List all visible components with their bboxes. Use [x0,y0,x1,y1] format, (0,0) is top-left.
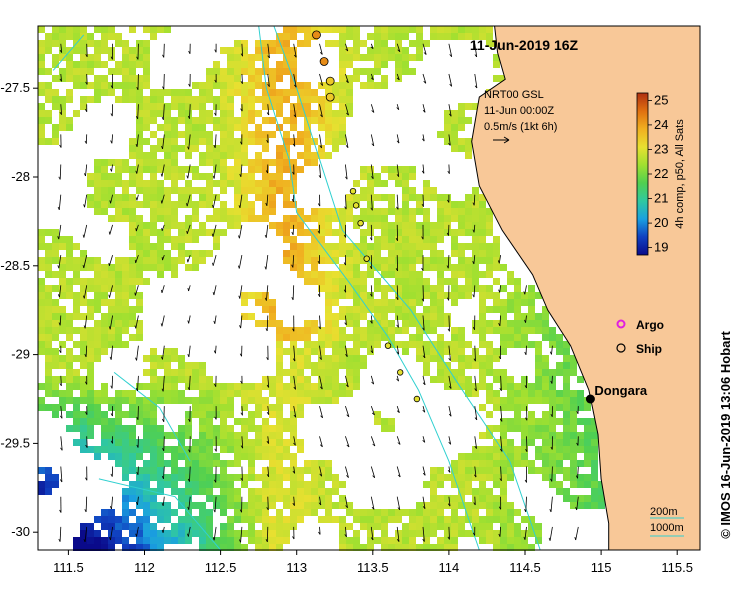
argo-marker-icon [616,319,626,329]
colorbar-ticks: 25 24 23 22 21 20 19 [648,92,668,255]
x-tick-label: 111.5 [53,560,84,575]
isobaths [52,25,541,551]
colorbar-tick-label: 23 [654,142,668,157]
isobath-200-label: 200m [650,506,678,518]
ship-observation-marker [325,92,335,102]
y-tick-label: -27.5 [0,80,30,95]
argo-legend: Argo [616,318,664,332]
x-tick-label: 113 [286,560,307,575]
ship-observation-marker [319,57,329,66]
x-tick-label: 114 [439,560,460,575]
y-tick-label: -29.5 [0,435,30,450]
ship-observation-marker [312,30,321,40]
ship-observation-marker [413,395,421,403]
ship-marker-icon [616,343,626,353]
ship-observation-marker [363,255,370,262]
x-tick-label: 113.5 [357,560,389,575]
map-title: 11-Jun-2019 16Z [470,37,579,53]
x-tick-label: 112 [134,560,155,575]
scale-arrow-icon [493,136,510,144]
colorbar-label: 4h comp, p50, All Sats [674,119,686,229]
current-scale: 0.5m/s (1kt 6h) [484,121,557,133]
place-label-dongara: Dongara [594,383,648,398]
colorbar-tick-label: 25 [654,92,668,107]
dongara-marker-icon [585,394,595,404]
y-tick-label: -28.5 [0,258,30,273]
ship-observation-marker [349,187,357,195]
colorbar [636,92,649,256]
argo-legend-label: Argo [636,318,664,332]
colorbar-tick-label: 24 [654,117,668,132]
isobath-1000-label: 1000m [650,522,684,534]
x-tick-label: 114.5 [509,560,541,575]
y-tick-label: -30 [11,524,30,539]
x-axis: 111.5 112 112.5 113 113.5 114 114.5 115 115.5 [53,550,693,575]
credit-text: © IMOS 16-Jun-2019 13:06 Hobart [718,331,733,539]
x-tick-label: 112.5 [205,560,237,575]
ship-legend: Ship [616,342,662,356]
colorbar-tick-label: 22 [654,166,668,181]
colorbar-tick-label: 19 [654,240,668,255]
ship-observation-marker [357,219,364,227]
current-source: NRT00 GSL [484,89,544,101]
ship-observation-marker [397,369,404,376]
sst-field [38,26,605,551]
current-vectors [57,43,579,543]
ship-observation-marker [384,342,392,349]
plot-frame [37,25,701,551]
x-tick-label: 115 [591,560,612,575]
y-tick-label: -28 [11,169,30,184]
ship-observations [312,30,421,403]
ship-observation-marker [325,76,335,86]
y-tick-label: -29 [11,347,30,362]
ship-observation-marker [352,202,360,209]
current-time: 11-Jun 00:00Z [484,105,554,117]
x-tick-label: 115.5 [661,560,693,575]
colorbar-tick-label: 21 [654,191,668,206]
colorbar-tick-label: 20 [654,215,668,230]
ship-legend-label: Ship [636,342,662,356]
y-axis: -27.5 -28 -28.5 -29 -29.5 -30 [0,80,38,539]
